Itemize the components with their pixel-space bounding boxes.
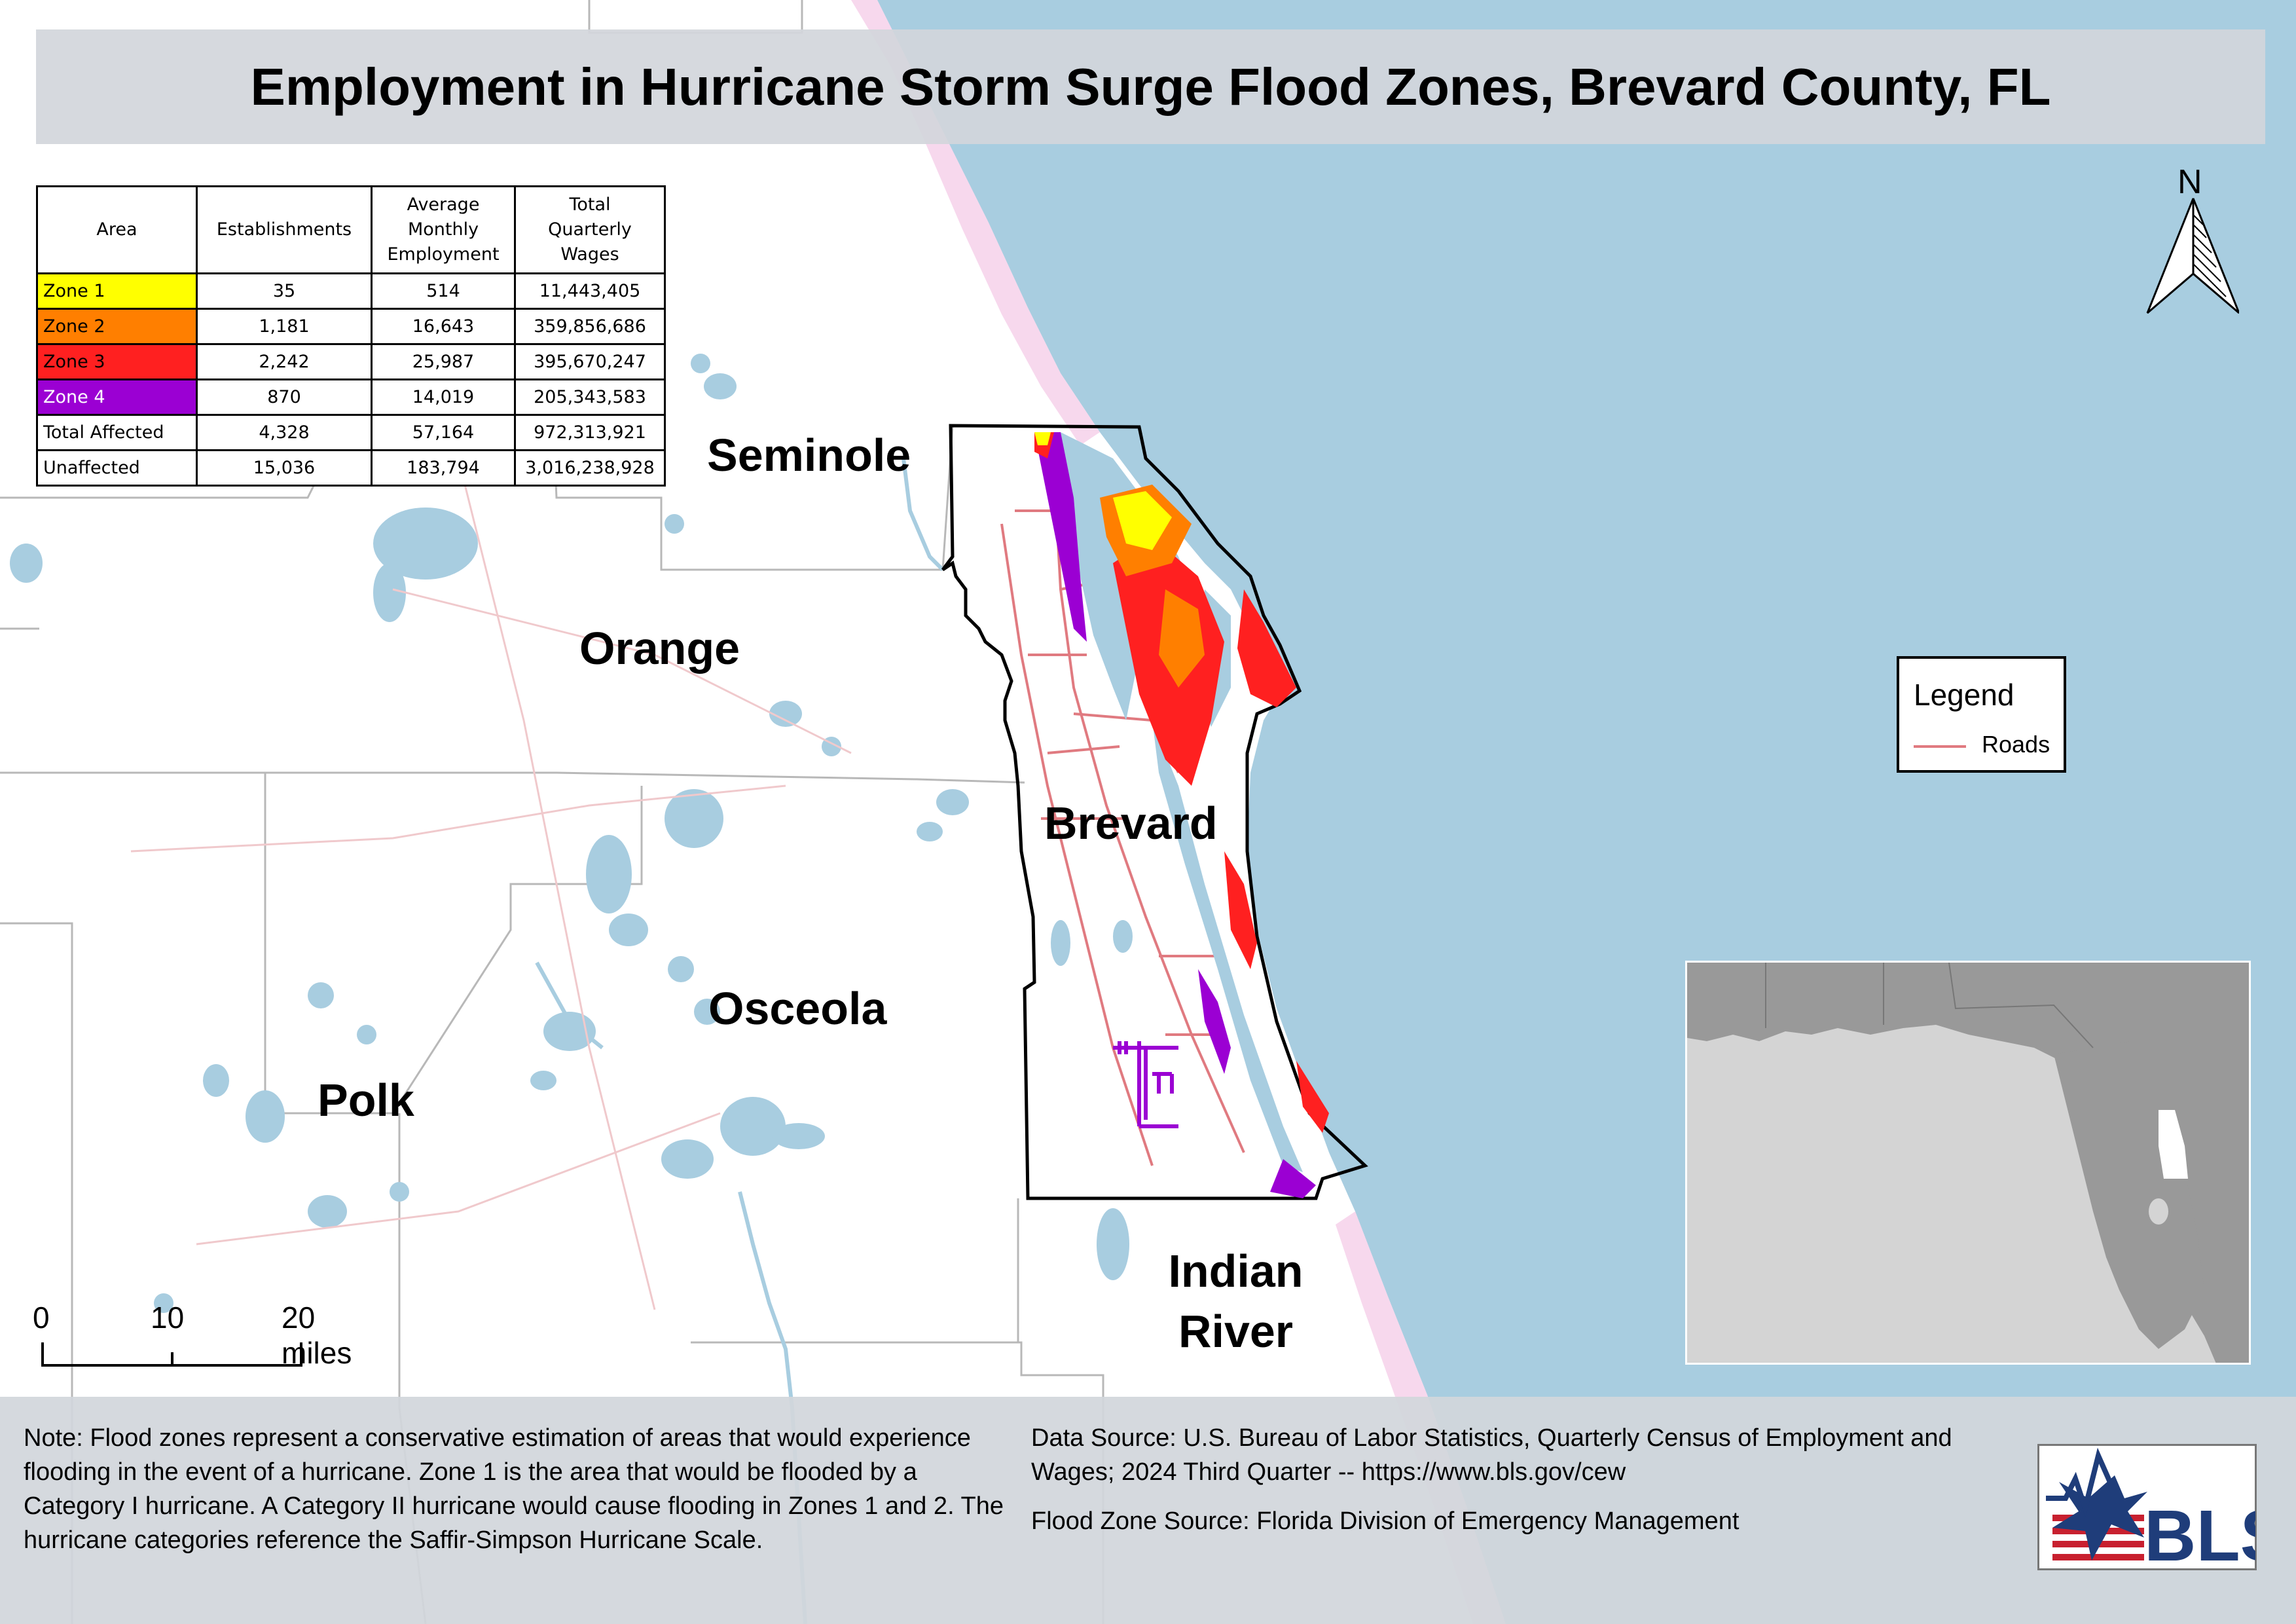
county-label-polk: Polk xyxy=(318,1075,414,1126)
legend-roads-line xyxy=(1914,745,1966,748)
county-label-indian-river-line2: River xyxy=(1178,1306,1294,1357)
roads-background xyxy=(130,458,852,1310)
flood-zone-4 xyxy=(1270,1159,1316,1198)
data-source: Data Source: U.S. Bureau of Labor Statis… xyxy=(1031,1424,1952,1486)
legend-roads-label: Roads xyxy=(1982,731,2050,758)
employment-cell: 16,643 xyxy=(371,308,516,345)
county-label-osceola: Osceola xyxy=(708,983,887,1034)
employment-cell: 25,987 xyxy=(371,343,516,380)
brevard-county-outline xyxy=(941,424,1368,1200)
inset-brevard-highlight xyxy=(2159,1110,2188,1179)
title-bar: Employment in Hurricane Storm Surge Floo… xyxy=(36,29,2265,144)
employment-cell: 14,019 xyxy=(371,378,516,416)
table-row: Unaffected 15,036 183,794 3,016,238,928 xyxy=(36,449,666,487)
header-line: Quarterly xyxy=(548,219,632,240)
area-cell: Zone 1 xyxy=(36,272,198,310)
area-cell: Zone 4 xyxy=(36,378,198,416)
area-cell: Zone 3 xyxy=(36,343,198,380)
scale-label-10: 10 xyxy=(151,1301,185,1335)
bls-logo-graphic: BLS xyxy=(2046,1447,2288,1576)
header-area: Area xyxy=(36,185,198,274)
scale-bar-line xyxy=(41,1342,302,1367)
lakes xyxy=(10,354,1133,1313)
inset-map-canvas xyxy=(1687,963,2249,1363)
footer-panel xyxy=(0,1397,2296,1624)
header-line: Wages xyxy=(560,244,619,265)
establishments-cell: 870 xyxy=(196,378,373,416)
inset-state-lines xyxy=(1765,963,2094,1048)
table-row: Zone 1 35 514 11,443,405 xyxy=(36,272,666,310)
table-header-row: Area Establishments Average Monthly Employ… xyxy=(36,185,666,274)
header-line: Average xyxy=(407,194,480,215)
flood-zone-3 xyxy=(1237,589,1296,707)
establishments-cell: 2,242 xyxy=(196,343,373,380)
map-title: Employment in Hurricane Storm Surge Floo… xyxy=(250,57,2051,116)
flood-zone-4-grid xyxy=(1113,1041,1178,1128)
wages-cell: 3,016,238,928 xyxy=(514,449,666,487)
area-cell: Total Affected xyxy=(36,414,198,451)
employment-cell: 57,164 xyxy=(371,414,516,451)
scale-label-20: 20 miles xyxy=(282,1301,352,1370)
legend-box: Legend Roads xyxy=(1897,656,2066,773)
header-employment: Average Monthly Employment xyxy=(371,185,516,274)
header-line: Employment xyxy=(387,244,500,265)
flood-zone-1 xyxy=(1034,432,1051,445)
table-row: Zone 4 870 14,019 205,343,583 xyxy=(36,378,666,416)
inset-lake xyxy=(2149,1198,2168,1225)
flood-zone-source: Flood Zone Source: Florida Division of E… xyxy=(1031,1507,1740,1535)
footnote: Note: Flood zones represent a conservati… xyxy=(24,1424,1004,1554)
county-label-seminole: Seminole xyxy=(707,430,911,481)
establishments-cell: 15,036 xyxy=(196,449,373,487)
county-label-indian-river-line1: Indian xyxy=(1168,1246,1303,1297)
table-row: Zone 2 1,181 16,643 359,856,686 xyxy=(36,308,666,345)
wages-cell: 395,670,247 xyxy=(514,343,666,380)
bls-logo-text: BLS xyxy=(2144,1496,2255,1569)
area-cell: Zone 2 xyxy=(36,308,198,345)
county-label-indian-river: Indian River xyxy=(1162,1241,1309,1361)
scale-bar: 0 10 20 miles xyxy=(33,1300,352,1378)
flood-zone-4 xyxy=(1198,969,1231,1074)
scale-label-0: 0 xyxy=(33,1301,50,1335)
flood-zone-1 xyxy=(1113,491,1172,550)
flood-zone-4 xyxy=(1034,432,1087,642)
southern-lagoon xyxy=(1152,720,1303,1172)
bls-logo: BLS xyxy=(2037,1444,2288,1576)
flood-zones xyxy=(1034,432,1329,1198)
flood-zone-3 xyxy=(1224,851,1257,969)
table-row: Total Affected 4,328 57,164 972,313,921 xyxy=(36,414,666,451)
establishments-cell: 1,181 xyxy=(196,308,373,345)
wages-cell: 972,313,921 xyxy=(514,414,666,451)
county-boundaries xyxy=(0,0,1104,1624)
north-arrow-label: N xyxy=(2178,163,2202,201)
county-label-orange: Orange xyxy=(579,623,740,674)
north-arrow-icon xyxy=(2146,198,2239,314)
flood-zone-2 xyxy=(1159,589,1205,688)
establishments-cell: 35 xyxy=(196,272,373,310)
wages-cell: 205,343,583 xyxy=(514,378,666,416)
header-line: Total xyxy=(569,194,611,215)
header-line: Area xyxy=(96,219,137,240)
table-row: Zone 3 2,242 25,987 395,670,247 xyxy=(36,343,666,380)
establishments-cell: 4,328 xyxy=(196,414,373,451)
employment-table: Area Establishments Average Monthly Employ… xyxy=(36,185,666,487)
employment-cell: 183,794 xyxy=(371,449,516,487)
county-label-brevard: Brevard xyxy=(1044,798,1218,849)
flood-zone-3 xyxy=(1296,1061,1329,1133)
header-line: Monthly xyxy=(407,219,479,240)
employment-cell: 514 xyxy=(371,272,516,310)
area-cell: Unaffected xyxy=(36,449,198,487)
header-line: Establishments xyxy=(216,219,352,240)
wages-cell: 359,856,686 xyxy=(514,308,666,345)
wages-cell: 11,443,405 xyxy=(514,272,666,310)
legend-title: Legend xyxy=(1914,678,2014,712)
inset-map xyxy=(1685,961,2251,1365)
header-wages: Total Quarterly Wages xyxy=(514,185,666,274)
header-establishments: Establishments xyxy=(196,185,373,274)
